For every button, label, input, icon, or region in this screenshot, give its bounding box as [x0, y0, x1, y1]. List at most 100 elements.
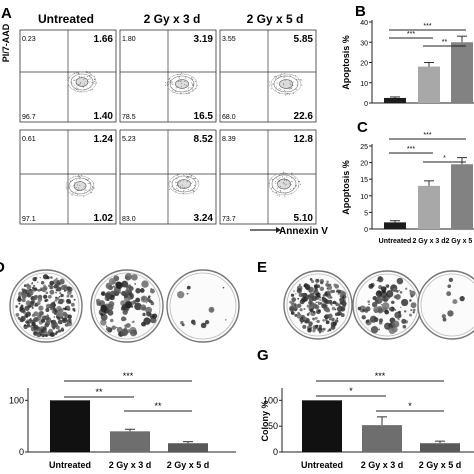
bar: [384, 222, 406, 229]
y-tick-label: 25: [360, 144, 368, 151]
bar: [418, 66, 440, 103]
flow-cell-r1-c2: 8.39 12.8 73.7 5.10: [219, 129, 317, 225]
significance-stars: ***: [123, 371, 134, 381]
flow-quad-lr: 16.5: [194, 111, 214, 122]
colony-dishes-e: [283, 270, 474, 340]
flow-quad-ll: 78.5: [122, 114, 136, 121]
y-tick-label: 20: [360, 61, 368, 68]
x-tick-label: 2 Gy x 5 d: [167, 460, 210, 470]
bar: [384, 97, 406, 103]
bar: [302, 400, 342, 452]
bar: [110, 431, 150, 452]
panel-letter-e: E: [257, 259, 267, 276]
flow-quad-ul: 3.55: [222, 36, 236, 43]
flow-cell-r0-c2: 3.55 5.85 68.0 22.6: [219, 29, 317, 123]
x-tick-label: Untreated: [301, 460, 343, 470]
bar: [418, 185, 440, 229]
flow-quad-ll: 73.7: [222, 216, 236, 223]
flow-y-axis-label: PI/7-AAD: [1, 23, 11, 62]
flow-quad-ur: 5.85: [294, 34, 314, 45]
x-tick-label: Untreated: [49, 460, 91, 470]
x-tick-label: 2 Gy x 3 d: [412, 238, 445, 245]
colony-dish-image: [283, 270, 353, 340]
y-axis-label: Colony %: [260, 400, 270, 441]
panel-letter-b: B: [355, 3, 366, 20]
flow-col-title-0: Untreated: [38, 12, 94, 26]
significance-stars: *: [443, 155, 446, 162]
bar: [168, 443, 208, 452]
y-tick-label: 20: [360, 161, 368, 168]
flow-event-cloud: [164, 72, 198, 95]
bar: [362, 425, 402, 452]
chart-c: 0 5 10 15 20 25 Apoptosis % Untreated 2 Gy x 3 d…: [341, 132, 474, 245]
panel-letter-c: C: [357, 119, 368, 136]
flow-quad-ul: 5.23: [122, 136, 136, 143]
flow-event-cloud: [268, 171, 302, 197]
y-tick-label: 100: [9, 395, 24, 405]
y-tick-label: 50: [268, 421, 278, 431]
y-axis-label: Apoptosis %: [341, 35, 351, 90]
colony-dish-image: [352, 270, 422, 340]
flow-x-axis-label: Annexin V: [279, 226, 328, 237]
significance-stars: ***: [423, 132, 431, 139]
x-tick-label: 2 Gy x 3 d: [361, 460, 404, 470]
flow-quad-ll: 97.1: [22, 216, 36, 223]
flow-quad-ll: 68.0: [222, 114, 236, 121]
flow-cytometry-grid: Untreated 2 Gy x 3 d 2 Gy x 5 d PI/7-AAD…: [1, 12, 328, 237]
flow-quad-lr: 1.40: [94, 111, 114, 122]
flow-quad-ur: 8.52: [194, 134, 214, 145]
bar: [420, 443, 460, 452]
flow-cell-r1-c0: 0.61 1.24 97.1 1.02: [19, 129, 117, 225]
flow-quad-lr: 5.10: [294, 213, 314, 224]
bar: [451, 164, 473, 229]
bar: [50, 400, 90, 452]
y-tick-label: 15: [360, 177, 368, 184]
colony-dish-image: [417, 270, 474, 340]
flow-quad-ur: 12.8: [294, 134, 314, 145]
y-tick-label: 0: [364, 101, 368, 108]
colony-dish-image: [90, 269, 164, 343]
x-tick-label: Untreated: [379, 238, 412, 245]
significance-stars: ***: [423, 23, 431, 30]
flow-x-axis-arrowhead: [276, 227, 281, 233]
panel-letter-g: G: [257, 347, 269, 364]
flow-event-cloud: [269, 73, 303, 96]
significance-stars: ***: [407, 31, 415, 38]
flow-cell-r1-c1: 5.23 8.52 83.0 3.24: [119, 129, 217, 225]
significance-stars: **: [442, 39, 448, 46]
flow-quad-ul: 1.80: [122, 36, 136, 43]
flow-quad-ul: 0.61: [22, 136, 36, 143]
y-tick-label: 5: [364, 210, 368, 217]
panel-letter-a: A: [1, 5, 12, 22]
significance-stars: *: [408, 401, 412, 411]
flow-quad-ur: 3.19: [194, 34, 214, 45]
panel-letter-d: D: [0, 259, 5, 276]
flow-quad-lr: 3.24: [194, 213, 214, 224]
flow-quad-ur: 1.66: [94, 34, 114, 45]
flow-col-title-2: 2 Gy x 5 d: [247, 12, 304, 26]
y-tick-label: 0: [273, 447, 278, 457]
y-tick-label: 40: [360, 20, 368, 27]
significance-stars: **: [154, 401, 162, 411]
x-tick-label: 2 Gy x 5 d: [419, 460, 462, 470]
y-tick-label: 0: [364, 227, 368, 234]
y-tick-label: 10: [360, 194, 368, 201]
flow-col-title-1: 2 Gy x 3 d: [144, 12, 201, 26]
flow-event-cloud: [65, 174, 95, 198]
colony-dish-image: [166, 269, 240, 343]
bar: [451, 42, 473, 103]
flow-quad-lr: 1.02: [94, 213, 114, 224]
significance-stars: ***: [407, 146, 415, 153]
colony-dish-image: [9, 269, 83, 343]
flow-cell-r0-c1: 1.80 3.19 78.5 16.5: [119, 29, 217, 123]
significance-stars: **: [95, 387, 103, 397]
significance-stars: *: [349, 386, 353, 396]
y-axis-label: Apoptosis %: [341, 160, 351, 215]
flow-quad-ul: 8.39: [222, 136, 236, 143]
flow-quad-ur: 1.24: [94, 134, 114, 145]
flow-quad-lr: 22.6: [294, 111, 314, 122]
y-tick-label: 30: [360, 40, 368, 47]
